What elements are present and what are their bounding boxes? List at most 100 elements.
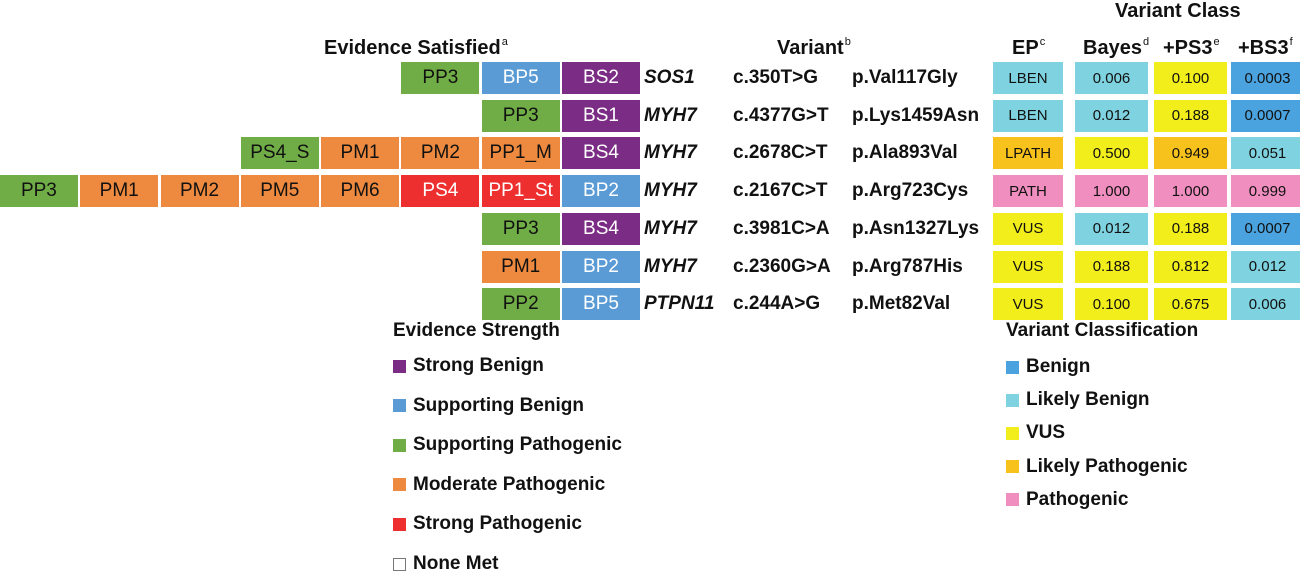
ep-classification: LPATH [993, 137, 1063, 170]
legend-item-moderate-pathogenic: Moderate Pathogenic [393, 473, 605, 497]
gene-name: MYH7 [644, 217, 697, 239]
bs3-value-cell: 0.0007 [1231, 212, 1300, 245]
legend-item-ben: Benign [1006, 355, 1090, 379]
bayes-value-cell: 0.006 [1075, 62, 1148, 94]
ps3-value-cell: 0.188 [1154, 99, 1227, 132]
evidence-box-pp2: PP2 [481, 288, 560, 321]
footnote-f: f [1289, 36, 1293, 48]
evidence-box-pm2: PM2 [401, 137, 480, 170]
bs3-value-cell: 0.012 [1231, 250, 1300, 283]
legend-swatch [1006, 426, 1019, 440]
bs3-value-cell: 0.999 [1231, 175, 1300, 208]
evidence-box-bp2: BP2 [562, 250, 640, 283]
evidence-box-bp5: BP5 [562, 288, 640, 321]
legend-label: Supporting Pathogenic [413, 434, 622, 456]
legend-label: Pathogenic [1026, 488, 1129, 510]
legend-class-title: Variant Classification [1006, 320, 1199, 341]
header-ep: EPc [1012, 36, 1045, 60]
legend-label: Supporting Benign [413, 394, 584, 416]
legend-swatch [393, 399, 406, 413]
protein-change: p.Arg787His [852, 255, 963, 277]
legend-label: Strong Pathogenic [413, 513, 582, 535]
evidence-box-pm6: PM6 [321, 175, 400, 208]
evidence-box-pm2: PM2 [160, 175, 239, 208]
gene-name: MYH7 [644, 180, 697, 202]
legend-item-supporting-benign: Supporting Benign [393, 394, 584, 418]
legend-item-lben: Likely Benign [1006, 388, 1150, 412]
bs3-value-cell: 0.0003 [1231, 62, 1300, 94]
legend-label: Likely Benign [1026, 389, 1150, 411]
cdna-change: c.2360G>A [733, 255, 831, 277]
legend-item-strong-pathogenic: Strong Pathogenic [393, 512, 582, 536]
legend-label: None Met [413, 553, 499, 574]
evidence-box-pm1: PM1 [321, 137, 400, 170]
header-evidence-label: Evidence Satisfied [324, 37, 501, 59]
header-variant-class: Variant Class [1115, 0, 1241, 23]
footnote-a: a [501, 36, 508, 48]
footnote-d: d [1142, 36, 1150, 48]
bayes-value-cell: 0.012 [1075, 212, 1148, 245]
gene-name: SOS1 [644, 67, 695, 88]
gene-name: MYH7 [644, 255, 697, 277]
header-ps3: +PS3e [1163, 36, 1220, 60]
evidence-box-pp3: PP3 [481, 99, 560, 132]
evidence-box-ps4: PS4 [401, 175, 480, 208]
bs3-value-cell: 0.006 [1231, 288, 1300, 321]
protein-change: p.Met82Val [852, 293, 951, 315]
header-variant: Variantb [777, 36, 851, 60]
bs3-value-cell: 0.0007 [1231, 99, 1300, 132]
table-row: PP2 BP5 PTPN11 c.244A>G p.Met82Val VUS 0.100 0.… [0, 288, 1300, 321]
table-row: PS4_S PM1 PM2 PP1_M BS4 MYH7 c.2678C>T p.Ala893… [0, 137, 1300, 170]
bs3-value-cell: 0.051 [1231, 137, 1300, 170]
evidence-box-pm5: PM5 [240, 175, 319, 208]
ep-classification: LBEN [993, 62, 1063, 94]
evidence-box-ps4-s: PS4_S [240, 137, 319, 170]
evidence-box-bp5: BP5 [481, 62, 560, 94]
ep-classification: PATH [993, 175, 1063, 208]
table-row: PP3 PM1 PM2 PM5 PM6 PS4 PP1_St BP2 MYH7 c.2167C>T… [0, 175, 1300, 208]
legend-swatch [1006, 460, 1019, 474]
footnote-e: e [1213, 36, 1220, 48]
legend-swatch [393, 517, 406, 531]
ps3-value-cell: 0.812 [1154, 250, 1227, 283]
evidence-box-bp2: BP2 [562, 175, 640, 208]
protein-change: p.Asn1327Lys [852, 217, 980, 239]
protein-change: p.Ala893Val [852, 142, 958, 164]
ep-classification: VUS [993, 288, 1063, 321]
legend-label: Benign [1026, 356, 1091, 377]
legend-item-path: Pathogenic [1006, 488, 1128, 512]
legend-swatch [1006, 493, 1019, 507]
evidence-box-pm1: PM1 [481, 250, 560, 283]
ps3-value-cell: 0.188 [1154, 212, 1227, 245]
ps3-value-cell: 0.100 [1154, 62, 1227, 94]
legend-swatch [1006, 393, 1019, 407]
legend-swatch [393, 478, 406, 492]
evidence-box-pp3: PP3 [481, 212, 560, 245]
header-ep-label: EP [1012, 37, 1039, 59]
evidence-box-pm1: PM1 [80, 175, 159, 208]
ps3-value-cell: 0.949 [1154, 137, 1227, 170]
evidence-box-bs4: BS4 [562, 212, 640, 245]
legend-swatch [393, 359, 406, 373]
evidence-box-bs1: BS1 [562, 99, 640, 132]
cdna-change: c.2167C>T [733, 180, 828, 202]
evidence-box-pp3: PP3 [0, 175, 78, 208]
header-ps3-label: +PS3 [1163, 37, 1213, 59]
evidence-box-pp1-m: PP1_M [481, 137, 560, 170]
header-evidence-satisfied: Evidence Satisfieda [324, 36, 508, 60]
evidence-box-pp3: PP3 [401, 62, 480, 94]
table-row: PM1 BP2 MYH7 c.2360G>A p.Arg787His VUS 0.188 0.… [0, 250, 1300, 283]
legend-swatch [393, 557, 406, 571]
ps3-value-cell: 0.675 [1154, 288, 1227, 321]
legend-item-lpath: Likely Pathogenic [1006, 455, 1188, 479]
cdna-change: c.3981C>A [733, 217, 830, 239]
table-row: PP3 BS1 MYH7 c.4377G>T p.Lys1459Asn LBEN 0.012… [0, 99, 1300, 132]
legend-item-supporting-pathogenic: Supporting Pathogenic [393, 433, 622, 457]
legend-label: VUS [1026, 422, 1066, 444]
gene-name: MYH7 [644, 142, 697, 164]
footnote-c: c [1039, 36, 1046, 48]
evidence-box-bs2: BS2 [562, 62, 640, 94]
legend-strength-title: Evidence Strength [393, 320, 560, 341]
bayes-value-cell: 1.000 [1075, 175, 1148, 208]
gene-name: PTPN11 [644, 293, 715, 315]
